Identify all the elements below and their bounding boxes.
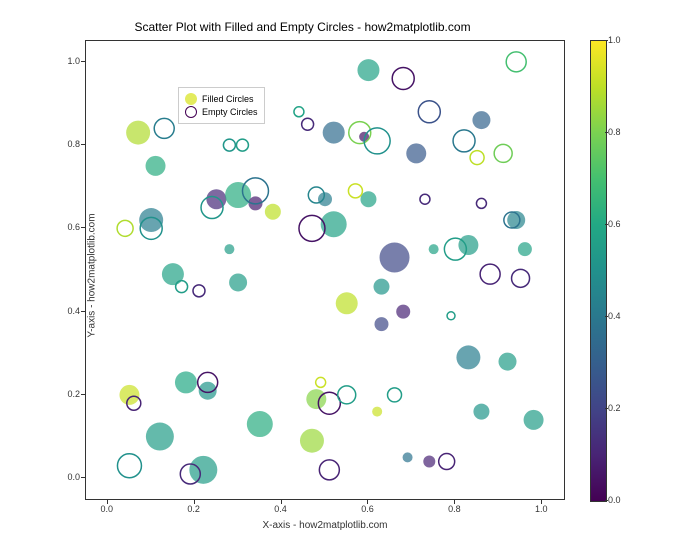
- empty-circle: [223, 139, 235, 151]
- empty-circle: [388, 388, 402, 402]
- filled-circle: [336, 292, 358, 314]
- cbar-tick-label: 0.6: [608, 219, 621, 229]
- empty-circle: [176, 281, 188, 293]
- filled-circle: [472, 111, 490, 129]
- plot-area: Filled Circles Empty Circles: [85, 40, 565, 500]
- filled-circle: [403, 452, 413, 462]
- ytick-label: 0.8: [60, 139, 80, 149]
- filled-circle: [229, 273, 247, 291]
- empty-circle: [512, 269, 530, 287]
- filled-circle: [175, 371, 197, 393]
- filled-circle: [473, 404, 489, 420]
- empty-circle: [299, 215, 325, 241]
- filled-circle: [373, 279, 389, 295]
- cbar-tick-label: 0.4: [608, 311, 621, 321]
- empty-circle: [302, 118, 314, 130]
- empty-circle: [338, 386, 356, 404]
- filled-circle: [458, 235, 478, 255]
- filled-circle: [360, 191, 376, 207]
- filled-circle: [323, 122, 345, 144]
- empty-circle: [316, 377, 326, 387]
- xtick-label: 0.8: [448, 504, 461, 514]
- xtick-label: 0.4: [274, 504, 287, 514]
- empty-circle: [154, 118, 174, 138]
- legend-item: Filled Circles: [185, 93, 258, 105]
- empty-circle: [392, 67, 414, 89]
- ytick-label: 0.4: [60, 306, 80, 316]
- filled-circle: [162, 263, 184, 285]
- x-axis-label: X-axis - how2matplotlib.com: [85, 520, 565, 531]
- empty-circle: [447, 312, 455, 320]
- empty-circle: [319, 460, 339, 480]
- legend-swatch: [185, 93, 197, 105]
- filled-circle: [429, 244, 439, 254]
- filled-circle: [265, 204, 281, 220]
- filled-circle: [306, 389, 326, 409]
- filled-circle: [146, 156, 166, 176]
- ytick-label: 0.0: [60, 472, 80, 482]
- ytick-mark: [81, 144, 85, 145]
- empty-circle: [494, 144, 512, 162]
- legend-item: Empty Circles: [185, 106, 258, 118]
- legend-label: Filled Circles: [202, 94, 254, 104]
- legend: Filled Circles Empty Circles: [178, 87, 265, 124]
- legend-swatch: [185, 106, 197, 118]
- empty-circle: [294, 107, 304, 117]
- filled-circle: [225, 182, 251, 208]
- filled-circle: [189, 456, 217, 484]
- filled-circle: [380, 243, 410, 273]
- filled-circle: [372, 407, 382, 417]
- filled-circle: [374, 317, 388, 331]
- xtick-label: 0.6: [361, 504, 374, 514]
- empty-circle: [439, 454, 455, 470]
- empty-circle: [420, 194, 430, 204]
- ytick-mark: [81, 311, 85, 312]
- empty-circle: [193, 285, 205, 297]
- empty-circle: [453, 130, 475, 152]
- filled-circle: [396, 305, 410, 319]
- filled-circle: [499, 353, 517, 371]
- filled-circle: [456, 345, 480, 369]
- legend-label: Empty Circles: [202, 107, 258, 117]
- xtick-label: 1.0: [535, 504, 548, 514]
- empty-circle: [506, 52, 526, 72]
- filled-circle: [518, 242, 532, 256]
- filled-circle: [406, 143, 426, 163]
- xtick-label: 0.2: [187, 504, 200, 514]
- empty-circle: [117, 454, 141, 478]
- ytick-mark: [81, 477, 85, 478]
- empty-circle: [476, 198, 486, 208]
- empty-circle: [236, 139, 248, 151]
- empty-circle: [348, 184, 362, 198]
- filled-circle: [300, 429, 324, 453]
- filled-circle: [146, 423, 174, 451]
- empty-circle: [117, 220, 133, 236]
- filled-circle: [126, 121, 150, 145]
- filled-circle: [119, 385, 139, 405]
- ytick-mark: [81, 394, 85, 395]
- filled-circle: [524, 410, 544, 430]
- filled-circle: [357, 59, 379, 81]
- cbar-tick-label: 0.8: [608, 127, 621, 137]
- empty-circle: [480, 264, 500, 284]
- ytick-mark: [81, 61, 85, 62]
- ytick-mark: [81, 227, 85, 228]
- empty-circle: [418, 101, 440, 123]
- cbar-tick-label: 1.0: [608, 35, 621, 45]
- ytick-label: 0.6: [60, 222, 80, 232]
- empty-circle: [470, 151, 484, 165]
- scatter-svg: [86, 41, 564, 499]
- ytick-label: 0.2: [60, 389, 80, 399]
- colorbar: [590, 40, 607, 502]
- y-axis-label: Y-axis - how2matplotlib.com: [87, 213, 98, 337]
- cbar-tick-label: 0.0: [608, 495, 621, 505]
- cbar-tick-label: 0.2: [608, 403, 621, 413]
- xtick-label: 0.0: [100, 504, 113, 514]
- filled-circle: [247, 411, 273, 437]
- filled-circle: [423, 456, 435, 468]
- filled-circle: [224, 244, 234, 254]
- ytick-label: 1.0: [60, 56, 80, 66]
- filled-circle: [139, 208, 163, 232]
- chart-title: Scatter Plot with Filled and Empty Circl…: [0, 20, 605, 34]
